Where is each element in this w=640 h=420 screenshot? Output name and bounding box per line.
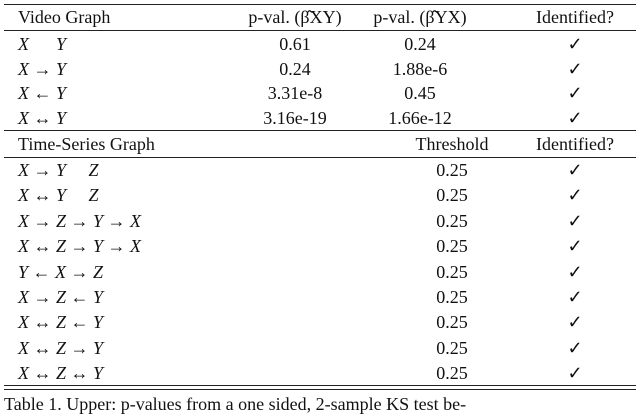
table-cell: ✓ [567,58,583,79]
table-cell: ✓ [567,34,583,54]
graph-label: Y ← X → Z [18,261,104,282]
graph-label: X ↔ Y Z [18,185,99,206]
table-cell: ✓ [567,185,583,206]
graph-label: X ↔ Y [18,107,67,128]
graph-label: X ↔ Z → Y [18,337,104,358]
table-cell: 0.25 [436,337,468,358]
table-cell: 0.25 [436,287,468,307]
graph-label: X ↔ Z ← Y [18,312,104,333]
column-header: p-val. (β̂YX) [373,7,467,27]
table-cell: ✓ [567,363,583,384]
table-cell: 0.25 [436,210,468,231]
column-header: Time-Series Graph [18,134,155,154]
graph-label: X → Y Z [18,160,99,180]
column-header: Video Graph [18,7,111,27]
header-rule [4,30,636,31]
table-cell: ✓ [567,312,583,333]
table-cell: 0.45 [404,83,436,103]
table-cell: ✓ [567,83,583,103]
table-cell: 3.31e-8 [267,83,323,103]
graph-label: X ↔ Z → Y → X [18,236,142,257]
table-cell: ✓ [567,337,583,358]
graph-label: X → Z → Y → X [18,210,142,231]
table-cell: 0.25 [436,185,468,206]
table-cell: 0.25 [436,261,468,282]
table-cell: 0.25 [436,312,468,333]
table-cell: ✓ [567,236,583,257]
table-cell: 1.88e-6 [392,58,448,79]
top-rule [4,4,636,5]
table-cell: ✓ [567,287,583,307]
table-cell: ✓ [567,210,583,231]
graph-label: X ← Y [18,83,67,103]
column-header: Identified? [536,134,614,154]
graph-label: X → Z ← Y [18,287,104,307]
graph-label: X ↔ Z ↔ Y [18,363,104,384]
table-cell: 1.66e-12 [388,107,452,128]
graph-label: X Y [18,34,67,54]
table-cell: ✓ [567,160,583,180]
column-header: Identified? [536,7,614,27]
bottom-rule [4,389,636,390]
section-rule [4,130,636,131]
table-cell: 0.25 [436,160,468,180]
graph-label: X → Y [18,58,67,79]
header-rule [4,157,636,158]
table-cell: 3.16e-19 [263,107,327,128]
bottom-rule [4,385,636,386]
table-cell: ✓ [567,107,583,128]
table-cell: 0.24 [279,58,311,79]
column-header: p-val. (β̂XY) [248,7,342,27]
caption: Table 1. Upper: p-values from a one side… [4,394,467,414]
table-cell: ✓ [567,261,583,282]
table-cell: 0.25 [436,236,468,257]
table-cell: 0.25 [436,363,468,384]
table-cell: 0.61 [279,34,311,54]
table-cell: 0.24 [404,34,436,54]
column-header: Threshold [415,134,489,154]
